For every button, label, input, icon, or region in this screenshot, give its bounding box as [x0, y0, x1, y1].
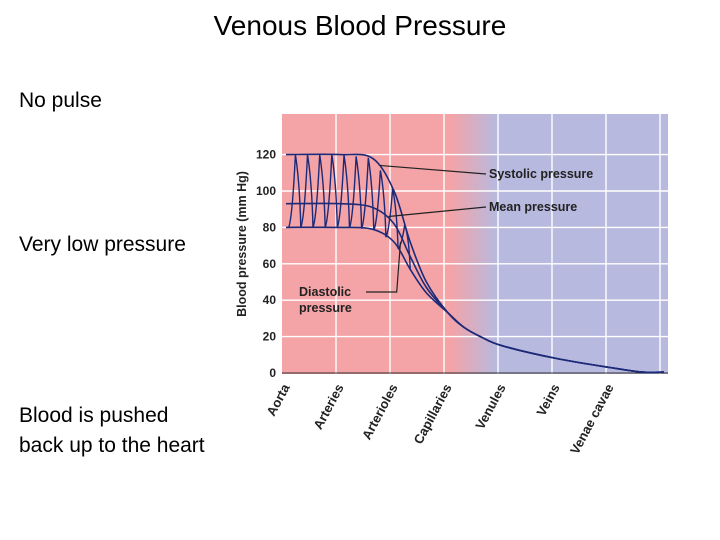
- y-tick-label: 20: [263, 330, 277, 344]
- mean-annotation: Mean pressure: [489, 200, 577, 214]
- bullet-no-pulse: No pulse: [19, 89, 102, 112]
- y-axis-title: Blood pressure (mm Hg): [235, 171, 249, 317]
- bullet-blood-pushed-back: Blood is pushed back up to the heart: [19, 404, 205, 457]
- diastolic-annotation-line1: Diastolic: [299, 285, 351, 299]
- systolic-annotation: Systolic pressure: [489, 167, 593, 181]
- pulse-wave-segment: [300, 154, 314, 228]
- pulse-wave-segment: [373, 170, 387, 238]
- pulse-wave-segment: [288, 154, 302, 228]
- y-tick-label: 120: [256, 148, 276, 162]
- diastolic-leader-line: [366, 241, 402, 293]
- pulse-wave-segment: [336, 154, 351, 228]
- pressure-zone-background: [282, 114, 668, 374]
- pulse-wave-segment: [385, 188, 399, 249]
- slide-title: Venous Blood Pressure: [213, 10, 507, 41]
- systolic-leader-line: [380, 164, 487, 175]
- pulse-wave-segment: [312, 154, 326, 228]
- y-tick-label: 0: [269, 366, 276, 380]
- diastolic-annotation-line2: pressure: [299, 301, 352, 315]
- y-tick-label: 100: [256, 184, 276, 198]
- y-tick-label: 60: [263, 257, 277, 271]
- pulse-wave-segment: [348, 156, 363, 229]
- mean-leader-line: [388, 206, 487, 218]
- pulse-wave-segment: [324, 154, 338, 228]
- bullet-very-low-pressure: Very low pressure: [19, 233, 186, 256]
- y-tick-label: 40: [263, 293, 277, 307]
- pulse-wave-segment: [360, 157, 375, 231]
- y-tick-label: 80: [263, 220, 277, 234]
